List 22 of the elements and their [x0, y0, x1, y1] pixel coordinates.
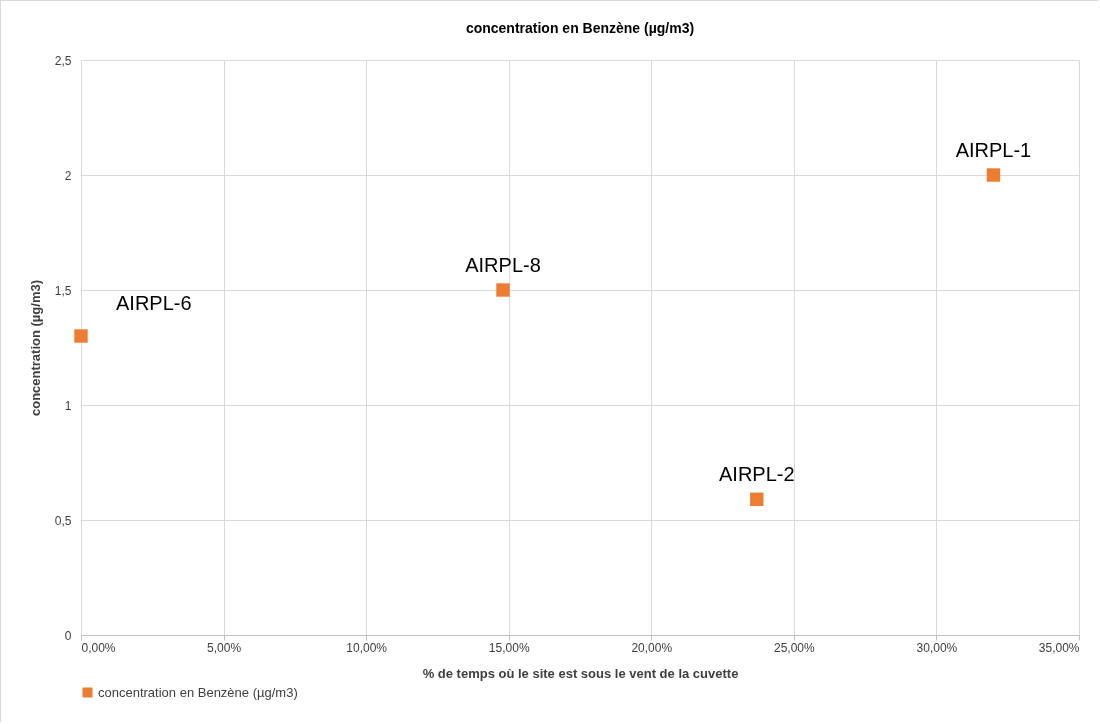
y-tick-label: 0: [64, 628, 72, 643]
x-tick-label: 5,00%: [207, 640, 242, 655]
y-tick-label: 2,5: [54, 53, 72, 68]
y-tick-label: 1: [64, 398, 72, 413]
x-tick-label: 35,00%: [1038, 640, 1080, 655]
annotation: AIRPL-8: [465, 254, 541, 276]
annotation: AIRPL-2: [718, 463, 795, 486]
y-tick-label: 2: [64, 168, 72, 183]
legend-label: concentration en Benzène (µg/m3): [98, 684, 298, 700]
y-tick-label: 1,5: [54, 283, 72, 298]
x-tick-label: 0,00%: [81, 640, 116, 655]
x-tick-label: 25,00%: [774, 640, 816, 655]
x-tick-label: 30,00%: [916, 640, 958, 655]
x-tick-label: 15,00%: [488, 640, 530, 655]
y-axis-title: concentration (µg/m3): [27, 279, 43, 417]
annotation: AIRPL-6: [116, 292, 192, 314]
x-tick-label: 20,00%: [631, 640, 673, 655]
annotation: AIRPL-1: [955, 139, 1032, 161]
chart-title: concentration en Benzène (µg/m3): [465, 20, 695, 36]
x-axis-title: % de temps où le site est sous le vent de la cuvette: [422, 665, 739, 681]
x-tick-label: 10,00%: [346, 640, 388, 655]
y-tick-label: 0,5: [54, 513, 72, 528]
